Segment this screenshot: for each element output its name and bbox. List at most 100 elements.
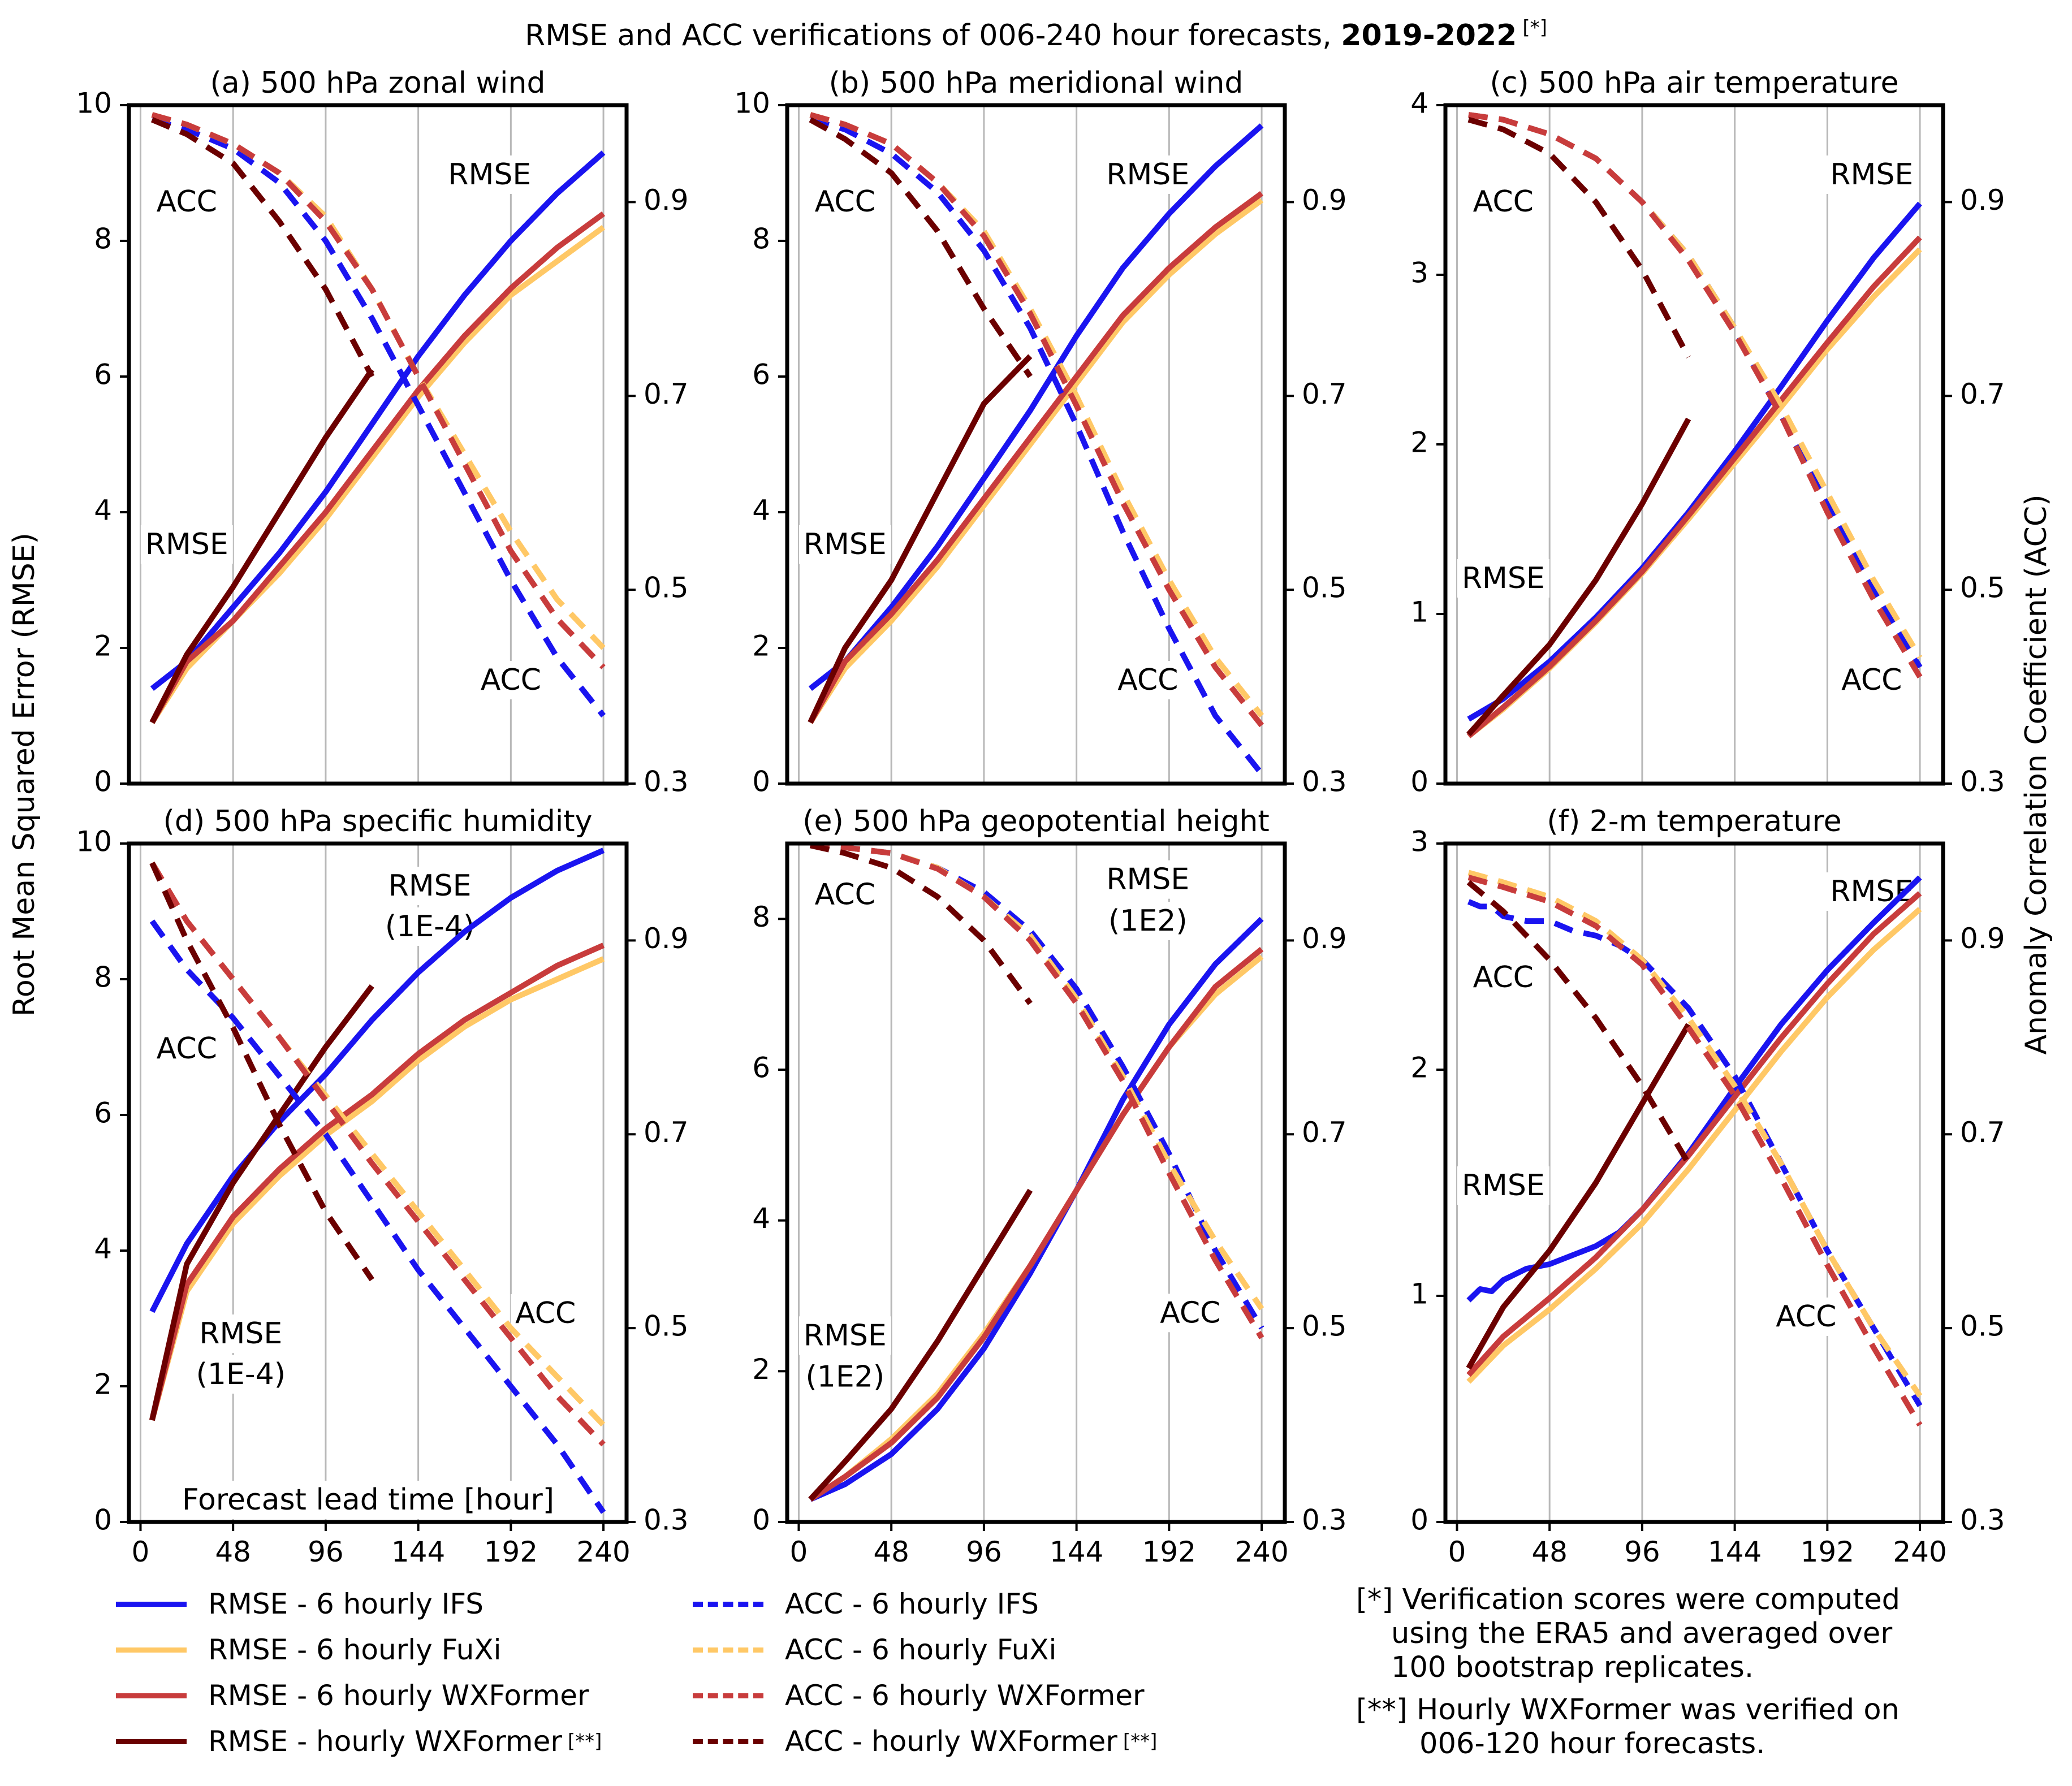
panel-c: ACC RMSE RMSE ACC (c) 500 hPa air temperatur… bbox=[1410, 66, 2005, 798]
x-tick-label: 48 bbox=[873, 1536, 909, 1568]
annotation-label: ACC bbox=[815, 185, 875, 219]
y-tick-label-right: 0.3 bbox=[1302, 1504, 1347, 1537]
annotation-background bbox=[152, 1030, 222, 1068]
footnote-1-text-1: Verification scores were computed bbox=[1402, 1583, 1900, 1616]
panel-d: RMSE (1E-4) ACC RMSE (1E-4) ACC Forecast lead … bbox=[76, 805, 688, 1568]
y-tick-label-left: 1 bbox=[1410, 596, 1428, 629]
y-tick-label-right: 0.3 bbox=[1960, 1504, 2005, 1537]
series-rmse-fuxi bbox=[809, 954, 1264, 1502]
series-acc-fuxi bbox=[810, 842, 1264, 1311]
panel-b: ACC RMSE RMSE ACC (b) 500 hPa meridional win… bbox=[734, 66, 1346, 798]
x-tick-label: 192 bbox=[484, 1536, 538, 1568]
legend-label-acc-ifs: ACC - 6 hourly IFS bbox=[785, 1588, 1039, 1620]
annotation-label: RMSE bbox=[1830, 158, 1913, 192]
y-tick-label-right: 0.7 bbox=[644, 1116, 689, 1149]
annotation-label: RMSE bbox=[804, 1318, 887, 1352]
series-acc-ifs bbox=[149, 919, 606, 1514]
panel-title: (b) 500 hPa meridional wind bbox=[829, 66, 1244, 100]
y-tick-label-right: 0.7 bbox=[644, 378, 689, 410]
annotation-label: (1E2) bbox=[1108, 904, 1188, 938]
legend-label-rmse-wx6: RMSE - 6 hourly WXFormer bbox=[208, 1679, 589, 1712]
series-acc-wx6 bbox=[1468, 112, 1923, 678]
annotation-label: RMSE bbox=[1106, 158, 1189, 192]
legend-label-rmse-ifs: RMSE - 6 hourly IFS bbox=[208, 1588, 484, 1620]
legend-mark-rmse-wx1: [**] bbox=[567, 1730, 602, 1753]
y-tick-label-right: 0.9 bbox=[1960, 184, 2005, 217]
legend-swatch-rmse-wx1 bbox=[116, 1739, 187, 1744]
figure-title-mark: [*] bbox=[1522, 16, 1547, 39]
series-rmse-wx6 bbox=[149, 211, 606, 724]
annotation-background bbox=[1113, 661, 1183, 699]
series-acc-wx1 bbox=[1467, 116, 1691, 359]
annotation-label: (1E-4) bbox=[385, 910, 474, 944]
y-tick-label-left: 0 bbox=[752, 1504, 770, 1537]
x-tick-label: 48 bbox=[1531, 1536, 1568, 1568]
x-tick-label: 0 bbox=[132, 1536, 150, 1568]
footnote-2-text-1: Hourly WXFormer was verified on bbox=[1417, 1693, 1900, 1727]
y-tick-label-left: 6 bbox=[94, 1097, 112, 1130]
annotation-background bbox=[801, 1357, 890, 1396]
y-tick-label-left: 10 bbox=[76, 825, 112, 858]
series-acc-wx6 bbox=[151, 112, 606, 669]
legend-swatch-rmse-wx6 bbox=[116, 1693, 187, 1698]
series-acc-wx6 bbox=[810, 842, 1264, 1339]
legend-label-rmse-wx1: RMSE - hourly WXFormer bbox=[208, 1725, 562, 1758]
legend-item-acc-ifs: ACC - 6 hourly IFS bbox=[693, 1588, 1039, 1620]
y-tick-label-right: 0.7 bbox=[1302, 1116, 1347, 1149]
annotation-label: (1E2) bbox=[806, 1360, 885, 1394]
annotation-background bbox=[140, 525, 233, 564]
y-tick-label-right: 0.3 bbox=[1302, 766, 1347, 798]
y-tick-label-left: 2 bbox=[94, 1368, 112, 1401]
legend-mark-acc-wx1: [**] bbox=[1123, 1730, 1158, 1753]
annotation-label: ACC bbox=[1841, 663, 1902, 697]
series-rmse-wx1 bbox=[808, 354, 1033, 724]
annotation-background bbox=[1771, 1298, 1841, 1336]
series-rmse-wx6 bbox=[1466, 235, 1922, 738]
footnote-2-line-2: 006-120 hour forecasts. bbox=[1419, 1727, 1765, 1761]
y-tick-label-left: 0 bbox=[1410, 1504, 1428, 1537]
annotation-label: ACC bbox=[515, 1296, 576, 1330]
annotation-label: RMSE bbox=[1106, 863, 1189, 897]
panel-e: ACC RMSE (1E2) RMSE (1E2) ACC (e) 500 hPa geop… bbox=[752, 805, 1346, 1568]
y-tick-label-left: 8 bbox=[752, 901, 770, 933]
annotation-label: (1E-4) bbox=[196, 1357, 286, 1391]
x-tick-label: 192 bbox=[1142, 1536, 1196, 1568]
footnote-2-mark: [**] bbox=[1356, 1693, 1408, 1727]
y-tick-label-left: 2 bbox=[752, 1353, 770, 1386]
series-acc-wx1 bbox=[150, 117, 375, 378]
footnote-1: [*] Verification scores were computed us… bbox=[1356, 1583, 1900, 1685]
series-rmse-wx1 bbox=[149, 368, 374, 724]
footnote-1-mark: [*] bbox=[1356, 1583, 1393, 1616]
annotation-label: RMSE bbox=[1830, 875, 1913, 909]
series-rmse-wx6 bbox=[808, 191, 1264, 724]
y-tick-label-right: 0.5 bbox=[644, 1310, 689, 1343]
series-rmse-ifs bbox=[1466, 875, 1922, 1303]
annotation-label: RMSE bbox=[1462, 561, 1545, 595]
annotation-background bbox=[1104, 902, 1192, 940]
y-tick-label-right: 0.9 bbox=[1302, 922, 1347, 955]
annotation-background bbox=[191, 1355, 291, 1394]
panels: ACC RMSE RMSE ACC (a) 500 hPa zonal wind 0 2 4 6… bbox=[76, 66, 2005, 1568]
x-tick-label: 48 bbox=[215, 1536, 251, 1568]
y-tick-label-right: 0.7 bbox=[1302, 378, 1347, 410]
x-tick-label: 144 bbox=[1708, 1536, 1762, 1568]
y-tick-label-right: 0.7 bbox=[1960, 1116, 2005, 1149]
annotation-background bbox=[195, 1314, 287, 1353]
annotation-label: ACC bbox=[1473, 185, 1534, 219]
annotation-background bbox=[798, 525, 891, 564]
x-tick-label: 96 bbox=[308, 1536, 344, 1568]
legend-swatch-acc-wx1 bbox=[693, 1739, 763, 1744]
y-tick-label-right: 0.5 bbox=[1302, 1310, 1347, 1343]
annotation-label: RMSE bbox=[389, 869, 472, 903]
annotation-background bbox=[1468, 958, 1538, 997]
annotation-background bbox=[1155, 1294, 1225, 1333]
annotation-background bbox=[476, 661, 546, 699]
legend-item-rmse-ifs: RMSE - 6 hourly IFS bbox=[116, 1588, 484, 1620]
y-tick-label-right: 0.5 bbox=[644, 572, 689, 604]
y-tick-label-left: 6 bbox=[94, 358, 112, 391]
left-axis-label: Root Mean Squared Error (RMSE) bbox=[7, 533, 41, 1017]
figure-title: RMSE and ACC verifications of 006-240 ho… bbox=[525, 16, 1547, 53]
series-rmse-ifs bbox=[149, 847, 605, 1313]
annotation-label: Forecast lead time [hour] bbox=[182, 1483, 554, 1517]
footnote-1-line-2: using the ERA5 and averaged over bbox=[1391, 1617, 1893, 1650]
